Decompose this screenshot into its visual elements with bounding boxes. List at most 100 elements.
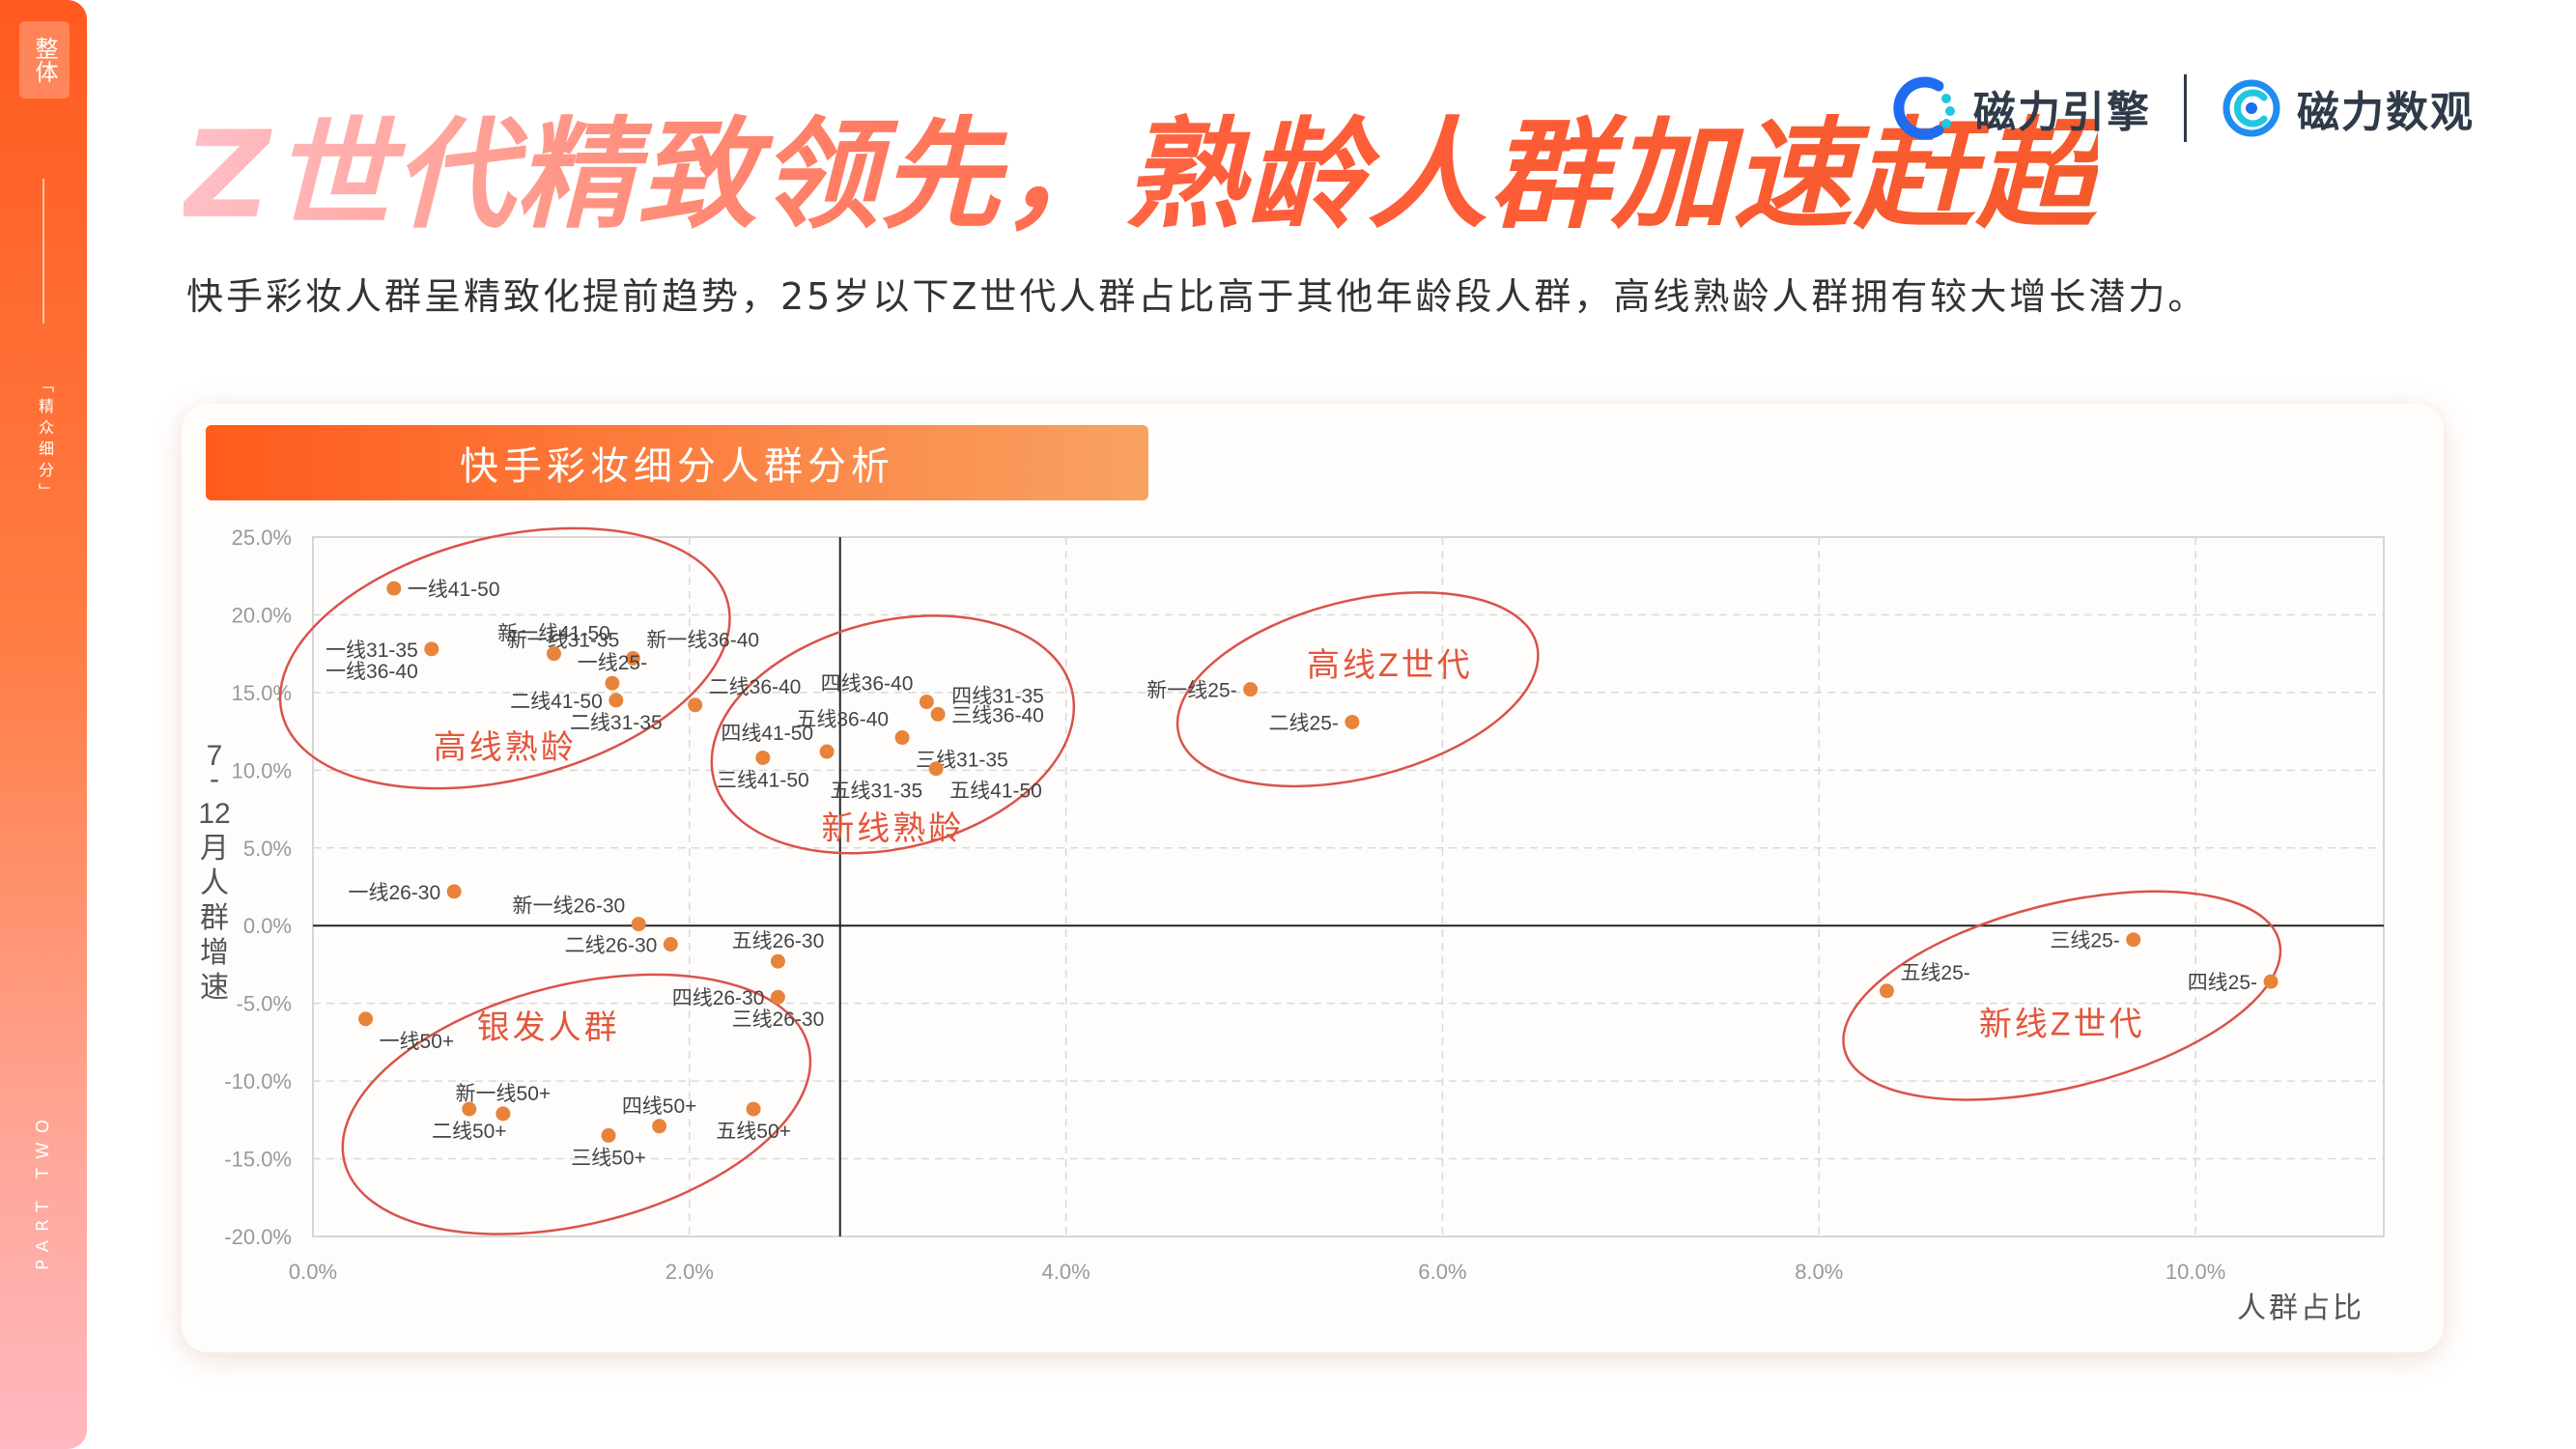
point-label: 三线25- [2050, 930, 2119, 952]
y-tick-label: -20.0% [224, 1225, 292, 1249]
point-label: 一线36-40 [326, 661, 418, 683]
group-ellipse [710, 614, 1076, 855]
logo-data-name: 磁力数观 [2297, 88, 2475, 137]
group-label: 新线熟龄 [821, 810, 964, 847]
point-label: 四线50+ [622, 1095, 697, 1118]
point-label: 三线26-30 [732, 1009, 825, 1031]
point-label: 二线31-35 [570, 712, 663, 734]
point-label: 五线31-35 [830, 781, 922, 803]
point-label: 一线50+ [380, 1031, 455, 1053]
point-label: 新一线41-50 [497, 623, 610, 645]
group-label: 新线Z世代 [1979, 1007, 2145, 1043]
x-tick-label: 6.0% [1418, 1260, 1466, 1284]
group-ellipse [1842, 890, 2282, 1101]
side-divider [42, 179, 44, 324]
point-label: 一线41-50 [408, 579, 500, 601]
chart-card-title: 快手彩妆细分人群分析 [206, 425, 1148, 500]
group-ellipse [278, 526, 731, 790]
data-point [1243, 682, 1259, 697]
data-point [609, 693, 624, 708]
data-point [930, 706, 946, 722]
point-label: 五线36-40 [796, 709, 889, 731]
logo-engine-name: 磁力引擎 [1973, 88, 2151, 137]
section-subtitle: 「精众细分」 [36, 377, 54, 504]
plot-frame [312, 536, 2385, 1237]
data-point [605, 675, 620, 691]
point-label: 五线50+ [716, 1121, 791, 1143]
point-label: 新一线25- [1146, 680, 1236, 702]
data-point [928, 761, 944, 777]
data-point [424, 641, 439, 657]
y-tick-label: 10.0% [232, 758, 292, 782]
y-tick-label: 25.0% [232, 526, 292, 550]
y-tick-label: -5.0% [237, 992, 292, 1016]
logo-data: 磁力数观 [2220, 76, 2475, 140]
point-label: 四线36-40 [821, 673, 914, 696]
data-point [2263, 974, 2279, 989]
point-label: 二线36-40 [709, 676, 802, 698]
point-label: 三线36-40 [951, 704, 1044, 726]
data-point [631, 917, 646, 932]
point-label: 二线25- [1269, 712, 1339, 734]
data-point [663, 937, 678, 952]
chart-card [182, 404, 2444, 1352]
data-point [652, 1119, 667, 1134]
point-label: 二线41-50 [510, 691, 603, 713]
data-point [2126, 932, 2141, 948]
logo-divider [2184, 74, 2187, 142]
page-title: Z世代精致领先，熟龄人群加速赶超 [184, 77, 2098, 251]
y-tick-label: 0.0% [243, 914, 292, 938]
data-point [546, 646, 561, 662]
x-tick-label: 10.0% [2166, 1260, 2225, 1284]
magnet-engine-icon [1893, 76, 1955, 140]
y-axis-label: 7 -12 月人群增速 [198, 740, 230, 1004]
x-tick-label: 8.0% [1795, 1260, 1843, 1284]
data-point [446, 884, 462, 899]
point-label: 三线41-50 [717, 769, 809, 791]
page-subtitle: 快手彩妆人群呈精致化提前趋势，25岁以下Z世代人群占比高于其他年龄段人群，高线熟… [186, 275, 2208, 318]
point-label: 二线50+ [432, 1121, 507, 1143]
point-label: 五线25- [1900, 962, 1969, 984]
brand-logos: 磁力引擎 磁力数观 [1888, 70, 2475, 147]
y-tick-label: 20.0% [232, 603, 292, 627]
data-point [819, 744, 835, 759]
data-point [688, 697, 703, 713]
data-point [386, 581, 402, 596]
data-point [755, 750, 771, 765]
group-label: 银发人群 [477, 1009, 620, 1046]
x-axis-label: 人群占比 [2237, 1293, 2364, 1324]
data-point [462, 1101, 477, 1117]
point-label: 四线25- [2188, 972, 2257, 994]
x-tick-label: 0.0% [289, 1260, 337, 1284]
point-label: 新一线31-35 [507, 629, 620, 651]
point-label: 五线26-30 [732, 930, 825, 952]
point-label: 一线26-30 [348, 882, 440, 904]
data-point [358, 1011, 374, 1027]
point-label: 三线50+ [571, 1147, 646, 1169]
data-point [495, 1106, 511, 1122]
point-label: 一线31-35 [326, 639, 418, 662]
y-tick-label: -15.0% [224, 1148, 292, 1172]
point-label: 新一线36-40 [646, 629, 759, 651]
data-point [919, 695, 934, 710]
y-tick-label: 5.0% [243, 837, 292, 861]
data-point [770, 989, 785, 1005]
y-tick-label: -10.0% [224, 1069, 292, 1094]
section-tag[interactable]: 整体 [19, 21, 70, 99]
point-label: 二线26-30 [565, 935, 658, 957]
data-point [1879, 983, 1894, 999]
logo-engine: 磁力引擎 [1888, 72, 2151, 144]
point-label: 新一线26-30 [512, 895, 625, 918]
point-label: 四线31-35 [951, 685, 1044, 707]
data-point [1345, 714, 1360, 729]
group-label: 高线Z世代 [1307, 647, 1473, 684]
data-point [625, 650, 640, 666]
group-label: 高线熟龄 [434, 729, 577, 766]
group-ellipse [1175, 591, 1540, 788]
x-tick-label: 4.0% [1042, 1260, 1090, 1284]
data-point [601, 1127, 616, 1143]
data-point [770, 953, 785, 969]
point-label: 一线25- [578, 652, 647, 674]
x-tick-label: 2.0% [665, 1260, 714, 1284]
